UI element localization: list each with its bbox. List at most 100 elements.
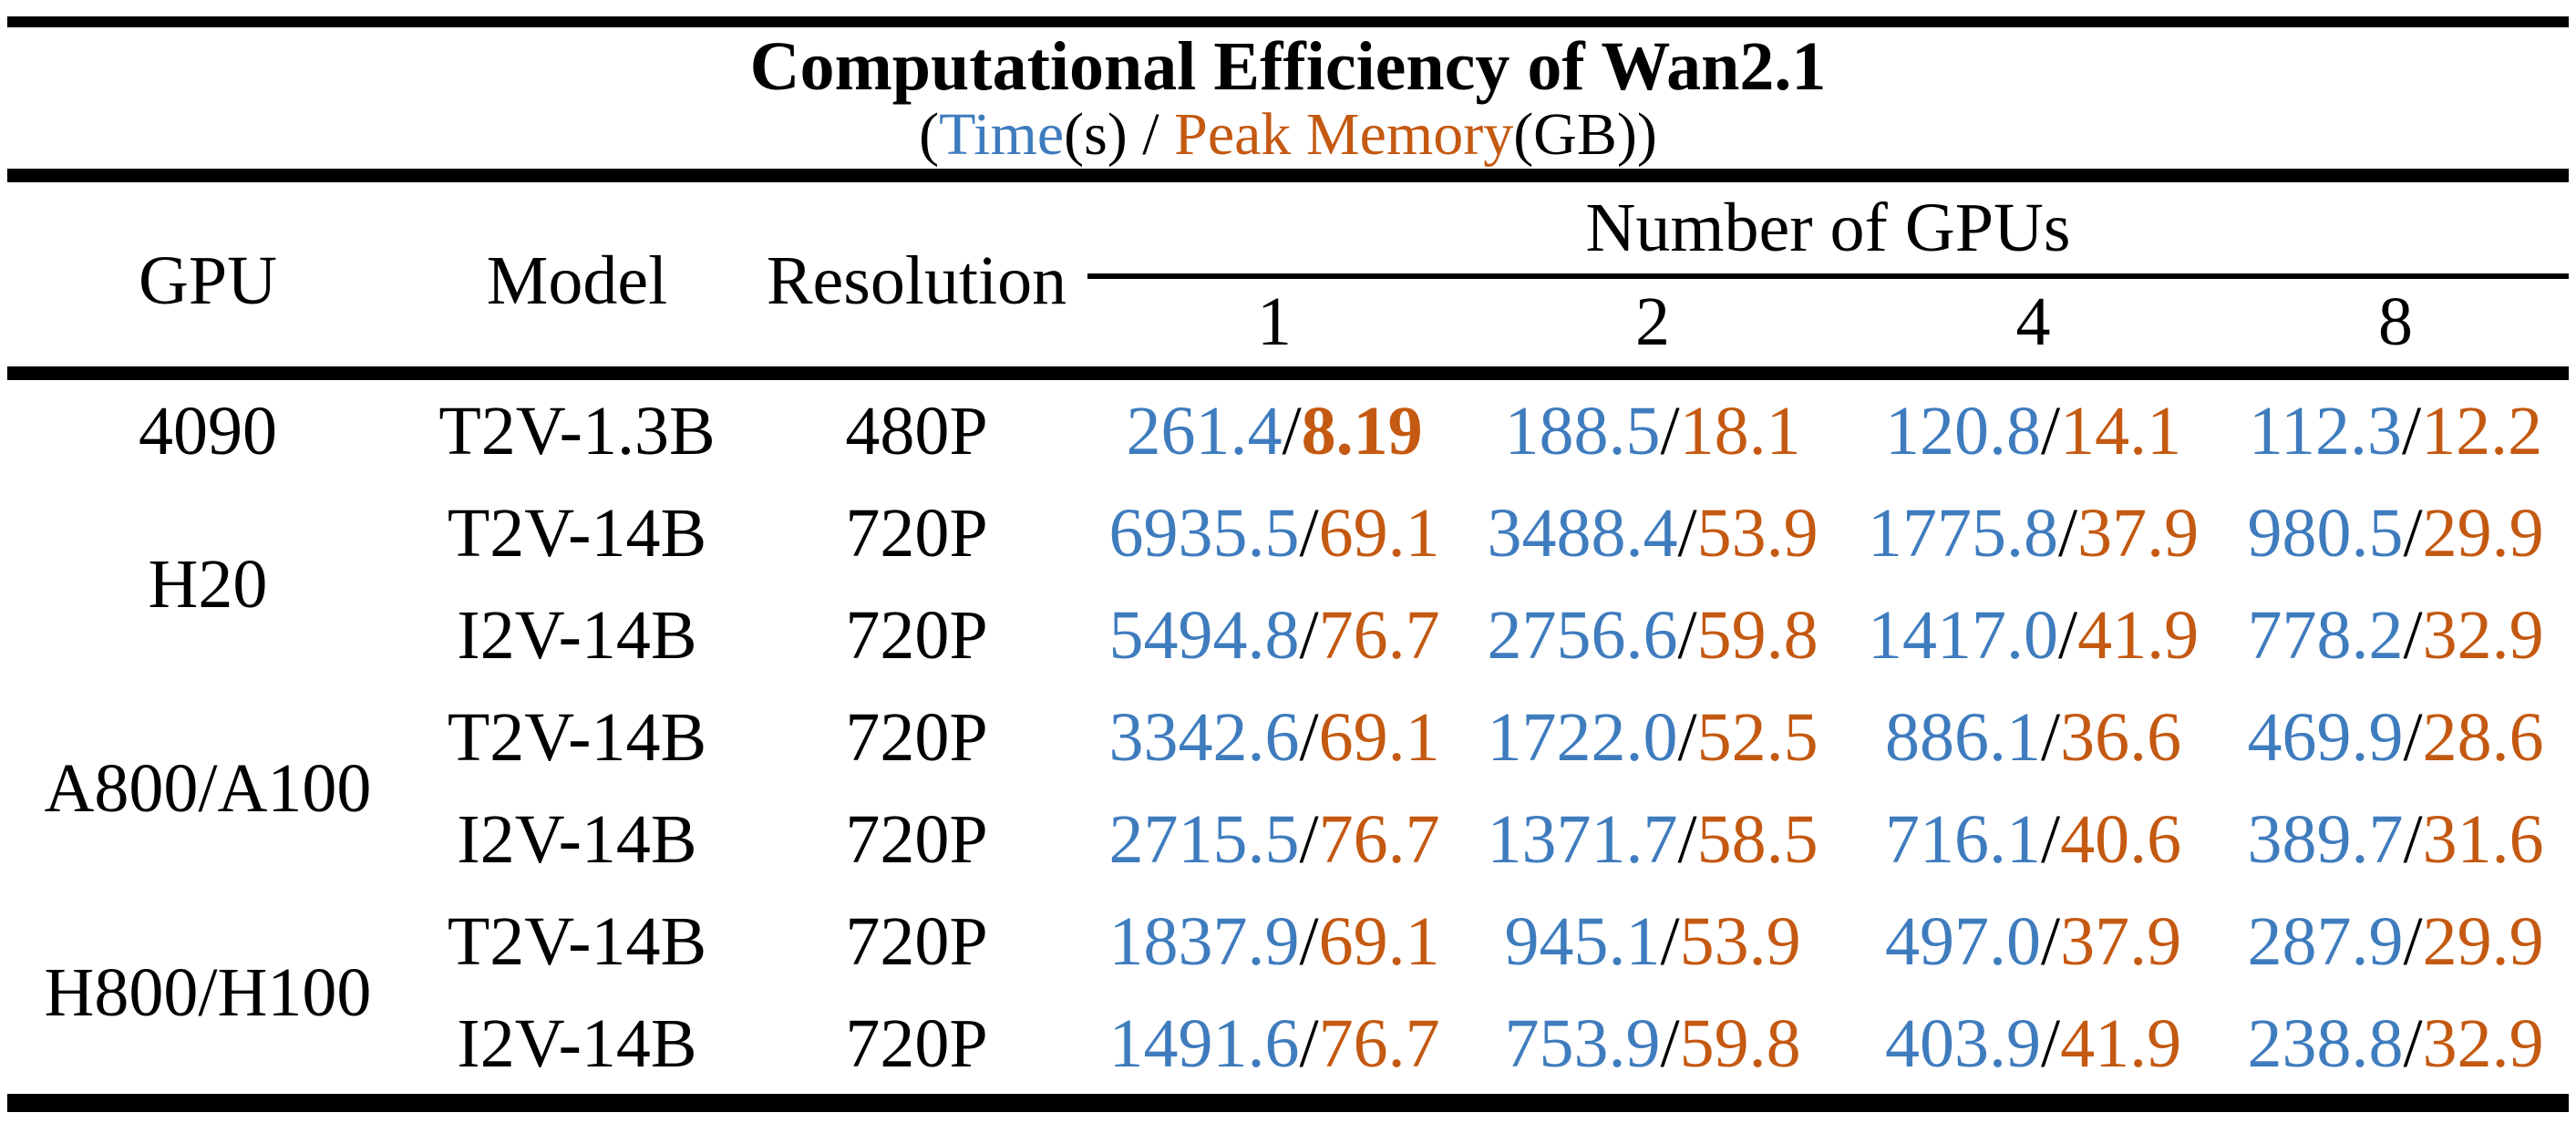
memory-value: 8.19 — [1301, 392, 1423, 469]
value-cell: 1837.9/69.1 — [1087, 891, 1461, 993]
memory-value: 18.1 — [1679, 392, 1801, 469]
resolution-cell: 720P — [845, 902, 988, 980]
title-divider-rule — [7, 169, 2569, 182]
time-value: 1491.6 — [1108, 1005, 1300, 1082]
gpu-cell: 4090 — [139, 392, 277, 469]
value-slash: / — [1660, 1005, 1680, 1082]
time-value: 1775.8 — [1867, 494, 2058, 572]
value-slash: / — [2403, 902, 2423, 980]
time-value: 469.9 — [2247, 698, 2404, 776]
memory-value: 29.9 — [2422, 494, 2544, 572]
time-value: 886.1 — [1884, 698, 2041, 776]
table-subtitle: (Time(s) / Peak Memory(GB)) — [7, 104, 2569, 166]
value-cell: 886.1/36.6 — [1844, 686, 2222, 788]
header-resolution: Resolution — [766, 242, 1067, 319]
time-value: 1371.7 — [1487, 800, 1678, 878]
time-value: 287.9 — [2247, 902, 2404, 980]
memory-value: 29.9 — [2422, 902, 2544, 980]
value-cell: 1417.0/41.9 — [1844, 584, 2222, 686]
value-cell: 2756.6/59.8 — [1461, 584, 1844, 686]
model-cell: T2V-14B — [447, 494, 707, 572]
value-cell: 469.9/28.6 — [2222, 686, 2569, 788]
top-rule — [7, 16, 2569, 27]
value-slash: / — [2403, 698, 2423, 776]
gpu-count-underline-rule — [1087, 273, 2569, 279]
value-slash: / — [1299, 800, 1319, 878]
value-slash: / — [1677, 698, 1697, 776]
time-value: 2715.5 — [1108, 800, 1300, 878]
resolution-cell: 720P — [845, 596, 988, 674]
time-value: 980.5 — [2247, 494, 2404, 572]
value-cell: 3342.6/69.1 — [1087, 686, 1461, 788]
value-slash: / — [2403, 596, 2423, 674]
model-cell: I2V-14B — [457, 596, 697, 674]
table-title: Computational Efficiency of Wan2.1 — [749, 28, 1827, 105]
time-value: 3488.4 — [1487, 494, 1678, 572]
header-gpu-count-8: 8 — [2378, 283, 2413, 360]
header-divider-rule — [7, 366, 2569, 380]
value-cell: 112.3/12.2 — [2222, 380, 2569, 482]
subtitle-time-unit-and-slash: (s) / — [1064, 101, 1175, 168]
time-value: 120.8 — [1884, 392, 2041, 469]
value-cell: 188.5/18.1 — [1461, 380, 1844, 482]
time-value: 261.4 — [1126, 392, 1283, 469]
value-cell: 238.8/32.9 — [2222, 993, 2569, 1095]
memory-value: 28.6 — [2422, 698, 2544, 776]
value-slash: / — [2057, 494, 2078, 572]
memory-value: 69.1 — [1318, 698, 1440, 776]
memory-value: 76.7 — [1318, 596, 1440, 674]
memory-value: 59.8 — [1679, 1005, 1801, 1082]
value-slash: / — [2403, 1005, 2423, 1082]
memory-value: 52.5 — [1696, 698, 1819, 776]
subtitle-open-paren: ( — [919, 101, 940, 168]
header-gpu-count-1: 1 — [1257, 283, 1292, 360]
time-value: 945.1 — [1504, 902, 1661, 980]
value-slash: / — [1299, 596, 1319, 674]
value-cell: 1371.7/58.5 — [1461, 788, 1844, 891]
memory-value: 53.9 — [1696, 494, 1819, 572]
model-cell: I2V-14B — [457, 800, 697, 878]
model-cell: T2V-1.3B — [438, 392, 716, 469]
time-value: 188.5 — [1504, 392, 1661, 469]
value-slash: / — [2057, 596, 2078, 674]
bottom-rule — [7, 1094, 2569, 1112]
memory-value: 37.9 — [2060, 902, 2182, 980]
value-cell: 120.8/14.1 — [1844, 380, 2222, 482]
value-cell: 753.9/59.8 — [1461, 993, 1844, 1095]
memory-value: 40.6 — [2060, 800, 2182, 878]
time-value: 238.8 — [2247, 1005, 2404, 1082]
model-cell: I2V-14B — [457, 1005, 697, 1082]
time-value: 1722.0 — [1487, 698, 1678, 776]
value-cell: 716.1/40.6 — [1844, 788, 2222, 891]
value-slash: / — [1660, 902, 1680, 980]
memory-value: 76.7 — [1318, 1005, 1440, 1082]
gpu-cell: H800/H100 — [44, 953, 372, 1031]
header-gpu-count-4: 4 — [2015, 283, 2051, 360]
time-value: 778.2 — [2247, 596, 2404, 674]
value-cell: 497.0/37.9 — [1844, 891, 2222, 993]
value-slash: / — [2040, 1005, 2061, 1082]
resolution-cell: 720P — [845, 1005, 988, 1082]
value-slash: / — [2040, 800, 2061, 878]
memory-value: 14.1 — [2060, 392, 2182, 469]
memory-value: 12.2 — [2421, 392, 2543, 469]
memory-value: 76.7 — [1318, 800, 1440, 878]
resolution-cell: 720P — [845, 698, 988, 776]
memory-value: 69.1 — [1318, 494, 1440, 572]
value-cell: 980.5/29.9 — [2222, 482, 2569, 584]
resolution-cell: 720P — [845, 494, 988, 572]
header-gpu-count-2: 2 — [1635, 283, 1670, 360]
time-value: 1417.0 — [1867, 596, 2058, 674]
value-slash: / — [2403, 494, 2423, 572]
value-cell: 778.2/32.9 — [2222, 584, 2569, 686]
resolution-cell: 720P — [845, 800, 988, 878]
gpu-cell: A800/A100 — [44, 749, 372, 827]
value-slash: / — [1677, 800, 1697, 878]
memory-value: 32.9 — [2422, 596, 2544, 674]
table-grid: GPU Model Resolution Number of GPUs 1 2 … — [7, 182, 2569, 1095]
memory-value: 37.9 — [2077, 494, 2200, 572]
value-cell: 261.4/8.19 — [1087, 380, 1461, 482]
subtitle-memory-unit-close: (GB)) — [1513, 101, 1657, 168]
value-cell: 2715.5/76.7 — [1087, 788, 1461, 891]
value-slash: / — [2403, 800, 2423, 878]
